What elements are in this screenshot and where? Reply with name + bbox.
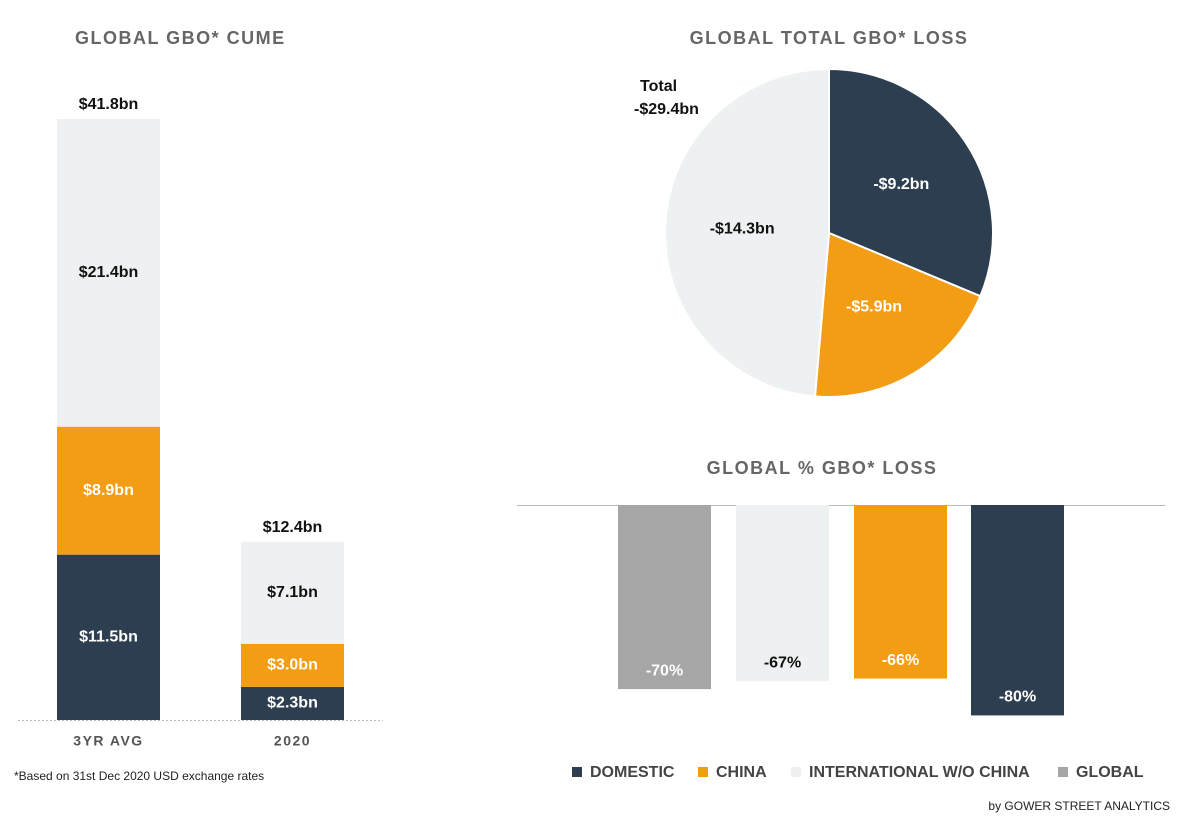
pie-slice: [813, 231, 982, 398]
credit: by GOWER STREET ANALYTICS: [988, 799, 1170, 813]
bar-segment: [57, 554, 160, 720]
legend-label: INTERNATIONAL W/O CHINA: [809, 764, 1030, 781]
value-label: $21.4bn: [79, 264, 139, 281]
chart-title: GLOBAL % GBO* LOSS: [707, 458, 938, 478]
chart-title: GLOBAL GBO* CUME: [75, 28, 286, 48]
bar-segment: [241, 643, 344, 687]
pie-slice: [828, 67, 994, 298]
bar-segment: [241, 686, 344, 720]
bar: [971, 505, 1064, 716]
legend-swatch: [1058, 767, 1068, 777]
bar: [854, 505, 947, 679]
value-label: -70%: [646, 662, 683, 679]
legend-swatch: [698, 767, 708, 777]
value-label: $3.0bn: [267, 657, 318, 674]
legend-swatch: [572, 767, 582, 777]
legend-swatch: [791, 767, 801, 777]
legend-label: GLOBAL: [1076, 764, 1144, 781]
value-label: -66%: [882, 652, 919, 669]
legend-label: DOMESTIC: [590, 764, 675, 781]
x-tick-label: 2020: [274, 733, 311, 749]
value-label: $8.9bn: [83, 482, 134, 499]
value-label: $11.5bn: [79, 629, 138, 646]
bar-segment: [241, 541, 344, 644]
value-label: $7.1bn: [267, 584, 318, 601]
annotation: Total: [640, 78, 677, 95]
value-label: -67%: [764, 654, 801, 671]
slice-label: -$9.2bn: [873, 176, 929, 193]
slice-label: -$14.3bn: [710, 221, 775, 238]
chart-title: GLOBAL TOTAL GBO* LOSS: [690, 28, 969, 48]
total-label: -$29.4bn: [634, 101, 699, 118]
value-label: -80%: [999, 689, 1036, 706]
total-label: $12.4bn: [263, 519, 323, 536]
bar: [736, 505, 829, 682]
total-label: $41.8bn: [79, 96, 139, 113]
value-label: $2.3bn: [267, 695, 318, 712]
legend-label: CHINA: [716, 764, 767, 781]
bar-segment: [57, 119, 160, 427]
footnote: *Based on 31st Dec 2020 USD exchange rat…: [14, 769, 264, 783]
slice-label: -$5.9bn: [846, 299, 902, 316]
pie-slice: [664, 67, 830, 398]
x-tick-label: 3YR AVG: [73, 733, 143, 749]
bar: [618, 505, 711, 690]
bar-segment: [57, 426, 160, 555]
